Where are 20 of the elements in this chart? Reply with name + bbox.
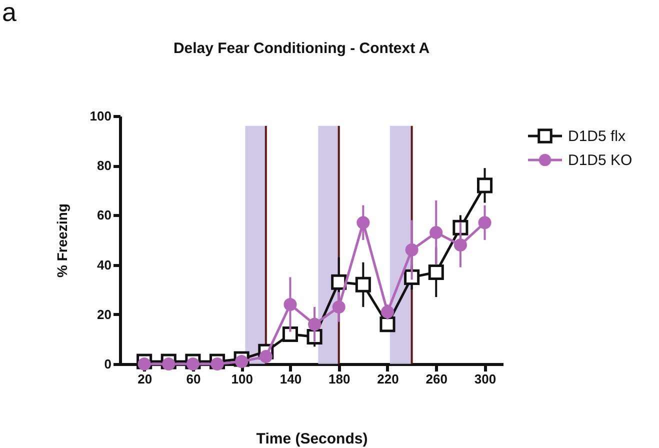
y-axis-title: % Freezing: [54, 204, 70, 278]
y-tick-label: 60: [97, 208, 112, 223]
text: a: [2, 0, 17, 27]
y-tick-label: 80: [97, 158, 112, 174]
x-tick-label: 180: [328, 372, 350, 386]
x-axis-title: Time (Seconds): [256, 430, 368, 448]
y-tick-label: 100: [90, 108, 112, 124]
x-tick-label: 60: [186, 372, 201, 386]
legend-label: D1D5 KO: [568, 152, 632, 169]
y-tick-label: 40: [97, 257, 112, 272]
x-tick-label: 140: [280, 372, 302, 386]
chart-title: Delay Fear Conditioning - Context A: [173, 40, 430, 57]
y-tick-label: 0: [104, 356, 112, 372]
x-tick-label: 220: [377, 372, 399, 386]
x-tick-label: 260: [426, 372, 448, 386]
legend-label: D1D5 flx: [568, 128, 626, 145]
x-tick-label: 20: [138, 372, 152, 386]
x-tick-label: 100: [231, 372, 253, 386]
x-tick-label: 300: [474, 372, 496, 386]
y-tick-label: 20: [97, 306, 112, 322]
